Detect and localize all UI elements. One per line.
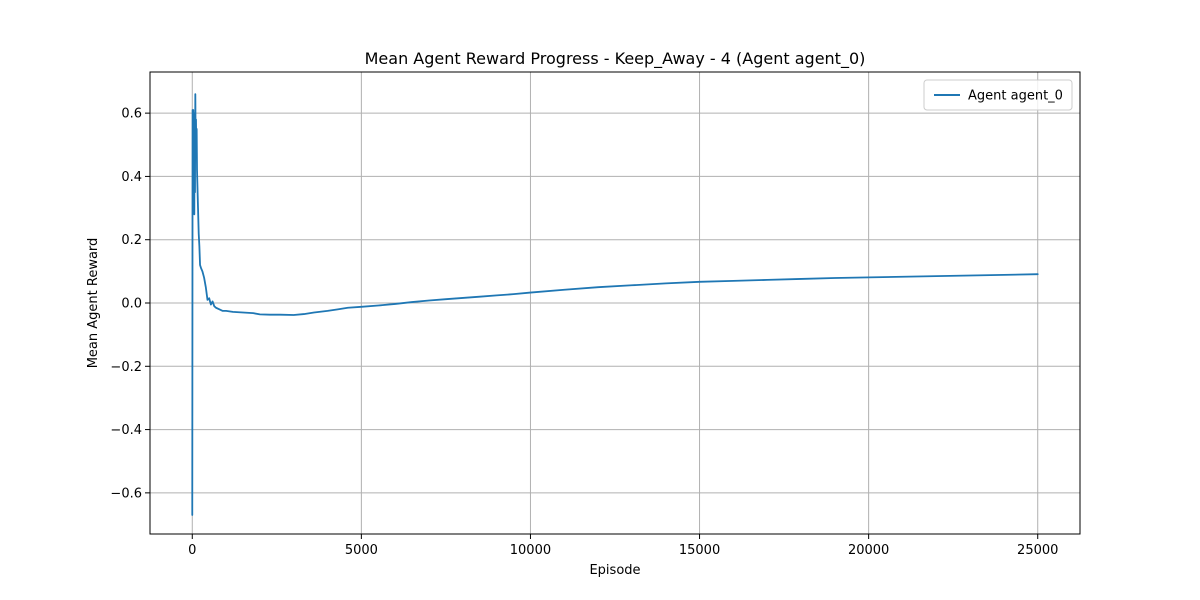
x-tick-label: 20000 — [848, 543, 889, 558]
x-tick-label: 5000 — [345, 543, 378, 558]
x-tick-label: 25000 — [1017, 543, 1058, 558]
series-layer — [191, 93, 1039, 516]
tick-layer: 0 5000 10000 15000 20000 25000 −0.6 −0.4 −0.2 0.0… — [110, 107, 1058, 558]
y-tick-label: −0.6 — [110, 486, 142, 501]
series-line-0 — [191, 93, 1039, 516]
x-axis-label: Episode — [589, 563, 640, 578]
y-tick-label: −0.2 — [110, 360, 142, 375]
chart-title: Mean Agent Reward Progress - Keep_Away -… — [365, 49, 866, 69]
x-tick-label: 0 — [188, 543, 196, 558]
legend-box — [923, 79, 1073, 111]
legend: Agent agent_0 — [923, 79, 1073, 111]
y-tick-label: 0.0 — [121, 297, 142, 312]
y-tick-label: −0.4 — [110, 423, 142, 438]
y-tick-label: 0.6 — [121, 107, 142, 122]
x-tick-label: 15000 — [679, 543, 720, 558]
x-tick-label: 10000 — [510, 543, 551, 558]
y-tick-label: 0.4 — [121, 170, 142, 185]
y-tick-label: 0.2 — [121, 233, 142, 248]
y-axis-label: Mean Agent Reward — [86, 238, 101, 369]
grid-layer — [150, 72, 1080, 534]
legend-label-agent-agent-0: Agent agent_0 — [968, 89, 1063, 104]
